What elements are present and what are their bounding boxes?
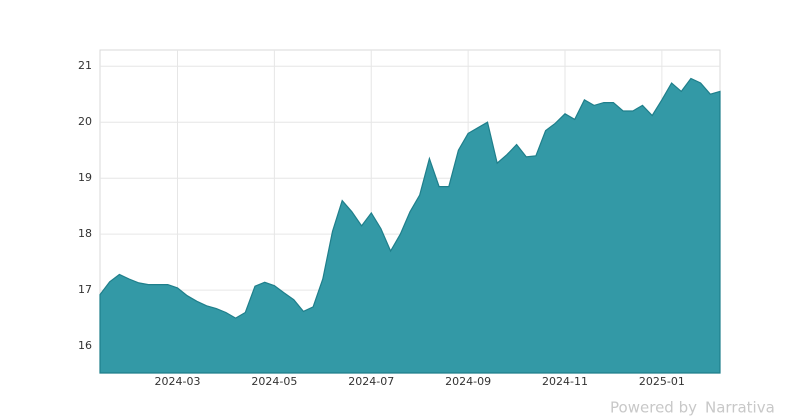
x-tick-label: 2025-01 (639, 375, 685, 388)
marks (99, 77, 721, 374)
y-tick-label: 21 (78, 59, 92, 72)
x-tick-label: 2024-09 (445, 375, 491, 388)
x-tick-label: 2024-03 (155, 375, 201, 388)
y-tick-label: 16 (78, 339, 92, 352)
footer: Powered by (610, 399, 697, 417)
y-tick-label: 20 (78, 115, 92, 128)
y-tick-label: 18 (78, 227, 92, 240)
y-tick-label: 19 (78, 171, 92, 184)
y-tick-label: 17 (78, 283, 92, 296)
area (99, 77, 721, 374)
x-tick-label: 2024-05 (251, 375, 297, 388)
x-tick-label: 2024-07 (348, 375, 394, 388)
x-tick-label: 2024-11 (542, 375, 588, 388)
brand: Narrativa (705, 399, 775, 417)
